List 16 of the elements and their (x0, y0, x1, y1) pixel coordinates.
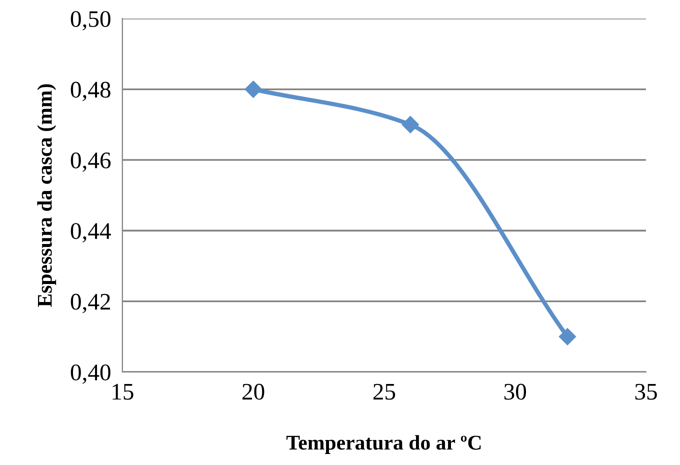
x-tick-label: 35 (635, 384, 657, 400)
y-tick-label: 0,50 (70, 11, 110, 30)
x-tick-label: 20 (242, 384, 264, 400)
y-axis-title: Espessura da casca (mm) (37, 84, 56, 307)
x-tick-label: 15 (112, 384, 134, 400)
point (402, 116, 419, 134)
y-tick-label: 0,48 (70, 82, 110, 102)
x-tick-label: 25 (373, 384, 396, 400)
y-tick-label: 0,40 (70, 364, 110, 384)
point (244, 80, 262, 98)
y-tick-label: 0,44 (70, 223, 111, 242)
y-tick-label: 0,46 (70, 152, 111, 172)
y-tick-label: 0,42 (70, 294, 110, 314)
point (558, 328, 576, 346)
x-axis-title: Temperatura do ar ºC (286, 435, 481, 454)
x-tick-label: 30 (504, 384, 526, 400)
